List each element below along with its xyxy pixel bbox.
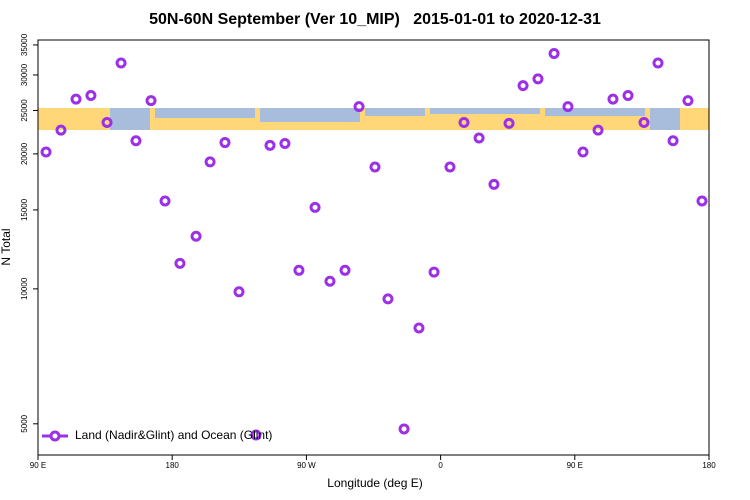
point — [339, 264, 351, 276]
x-tick-label: 90 W — [297, 461, 316, 470]
point — [382, 293, 394, 305]
y-tick-label: 30000 — [20, 63, 29, 86]
x-tick-label: 0 — [438, 461, 443, 470]
point — [264, 139, 276, 151]
point — [70, 93, 82, 105]
map-ocean — [155, 108, 255, 118]
x-tick-label: 180 — [702, 461, 716, 470]
point — [592, 124, 604, 136]
legend-marker — [49, 430, 61, 442]
point — [473, 132, 485, 144]
point — [444, 161, 456, 173]
x-tick-label: 90 E — [567, 461, 583, 470]
x-tick-label: 90 E — [30, 461, 46, 470]
y-tick-label: 10000 — [20, 277, 29, 300]
y-axis-label: N Total — [0, 228, 13, 265]
point — [548, 47, 560, 59]
point — [682, 95, 694, 107]
point — [517, 80, 529, 92]
map-ocean — [545, 108, 645, 116]
point — [40, 146, 52, 158]
plot-frame — [37, 39, 710, 456]
point — [413, 322, 425, 334]
point — [398, 423, 410, 435]
point — [293, 264, 305, 276]
point — [324, 275, 336, 287]
point — [115, 57, 127, 69]
point — [174, 257, 186, 269]
point — [503, 117, 515, 129]
point — [369, 161, 381, 173]
map-ocean — [430, 108, 540, 114]
point — [130, 135, 142, 147]
x-tick-label: 180 — [166, 461, 180, 470]
point — [577, 146, 589, 158]
point — [250, 429, 262, 441]
point — [428, 266, 440, 278]
map-ocean — [110, 108, 150, 130]
map-strip — [38, 108, 709, 130]
point — [233, 286, 245, 298]
point — [622, 89, 634, 101]
point — [488, 178, 500, 190]
y-tick-label: 15000 — [20, 198, 29, 221]
point — [353, 101, 365, 113]
point — [101, 117, 113, 129]
point — [204, 156, 216, 168]
legend-label: Land (Nadir&Glint) and Ocean (Glint) — [75, 428, 272, 442]
point — [145, 95, 157, 107]
point — [458, 117, 470, 129]
y-tick-label: 5000 — [20, 414, 29, 432]
x-axis-label: Longitude (deg E) — [327, 476, 422, 490]
point — [190, 230, 202, 242]
map-ocean — [260, 108, 360, 122]
point — [562, 101, 574, 113]
y-tick-label: 20000 — [20, 142, 29, 165]
point — [696, 195, 708, 207]
point — [279, 137, 291, 149]
map-ocean — [365, 108, 425, 116]
point — [55, 124, 67, 136]
point — [638, 117, 650, 129]
point — [85, 89, 97, 101]
point — [667, 135, 679, 147]
point — [309, 201, 321, 213]
chart-title: 50N-60N September (Ver 10_MIP) 2015-01-0… — [149, 11, 601, 28]
y-tick-label: 25000 — [20, 99, 29, 122]
point — [219, 137, 231, 149]
map-ocean — [650, 108, 680, 130]
y-tick-label: 35000 — [20, 33, 29, 56]
point — [532, 73, 544, 85]
point — [607, 93, 619, 105]
point — [159, 195, 171, 207]
point — [652, 57, 664, 69]
